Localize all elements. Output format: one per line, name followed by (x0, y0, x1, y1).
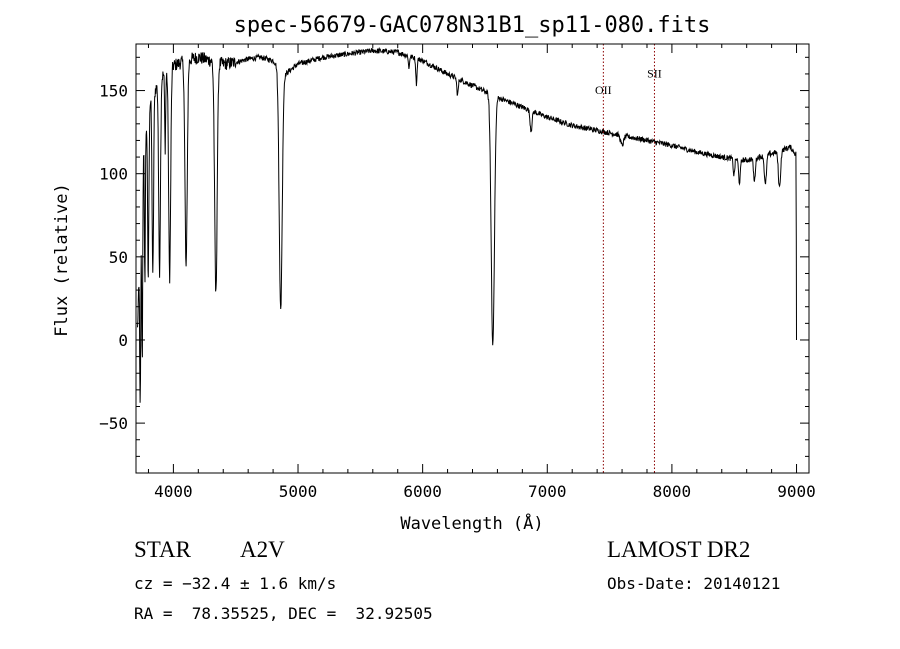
marker-label-sii: SII (647, 66, 662, 80)
y-axis-label: Flux (relative) (52, 183, 72, 337)
redshift-cz: cz = −32.4 ± 1.6 km/s (134, 574, 337, 593)
y-tick-label: 50 (109, 248, 128, 267)
x-tick-label: 9000 (777, 482, 816, 501)
x-tick-label: 8000 (653, 482, 692, 501)
plot-frame (135, 43, 810, 474)
obs-date: Obs-Date: 20140121 (607, 574, 781, 593)
x-axis-label: Wavelength (Å) (400, 512, 543, 534)
ra-dec: RA = 78.35525, DEC = 32.92505 (134, 604, 433, 623)
y-tick-label: 100 (99, 165, 128, 184)
x-tick-label: 4000 (154, 482, 193, 501)
object-type: STAR (134, 537, 191, 562)
plot-area: OII SII 4000 5000 6000 7000 8000 9000 −50 0 50 100 1… (99, 43, 816, 501)
x-tick-label: 5000 (279, 482, 318, 501)
y-tick-label: 150 (99, 82, 128, 101)
marker-label-oii: OII (595, 83, 612, 97)
y-tick-label: −50 (99, 414, 128, 433)
object-subclass: A2V (240, 537, 285, 562)
survey-name: LAMOST DR2 (607, 537, 751, 562)
chart-title: spec-56679-GAC078N31B1_sp11-080.fits (234, 13, 711, 38)
y-tick-label: 0 (118, 331, 128, 350)
spectrum-line (137, 47, 797, 403)
spectrum-chart: spec-56679-GAC078N31B1_sp11-080.fits OII… (52, 13, 816, 534)
x-tick-label: 7000 (528, 482, 567, 501)
x-tick-label: 6000 (403, 482, 442, 501)
